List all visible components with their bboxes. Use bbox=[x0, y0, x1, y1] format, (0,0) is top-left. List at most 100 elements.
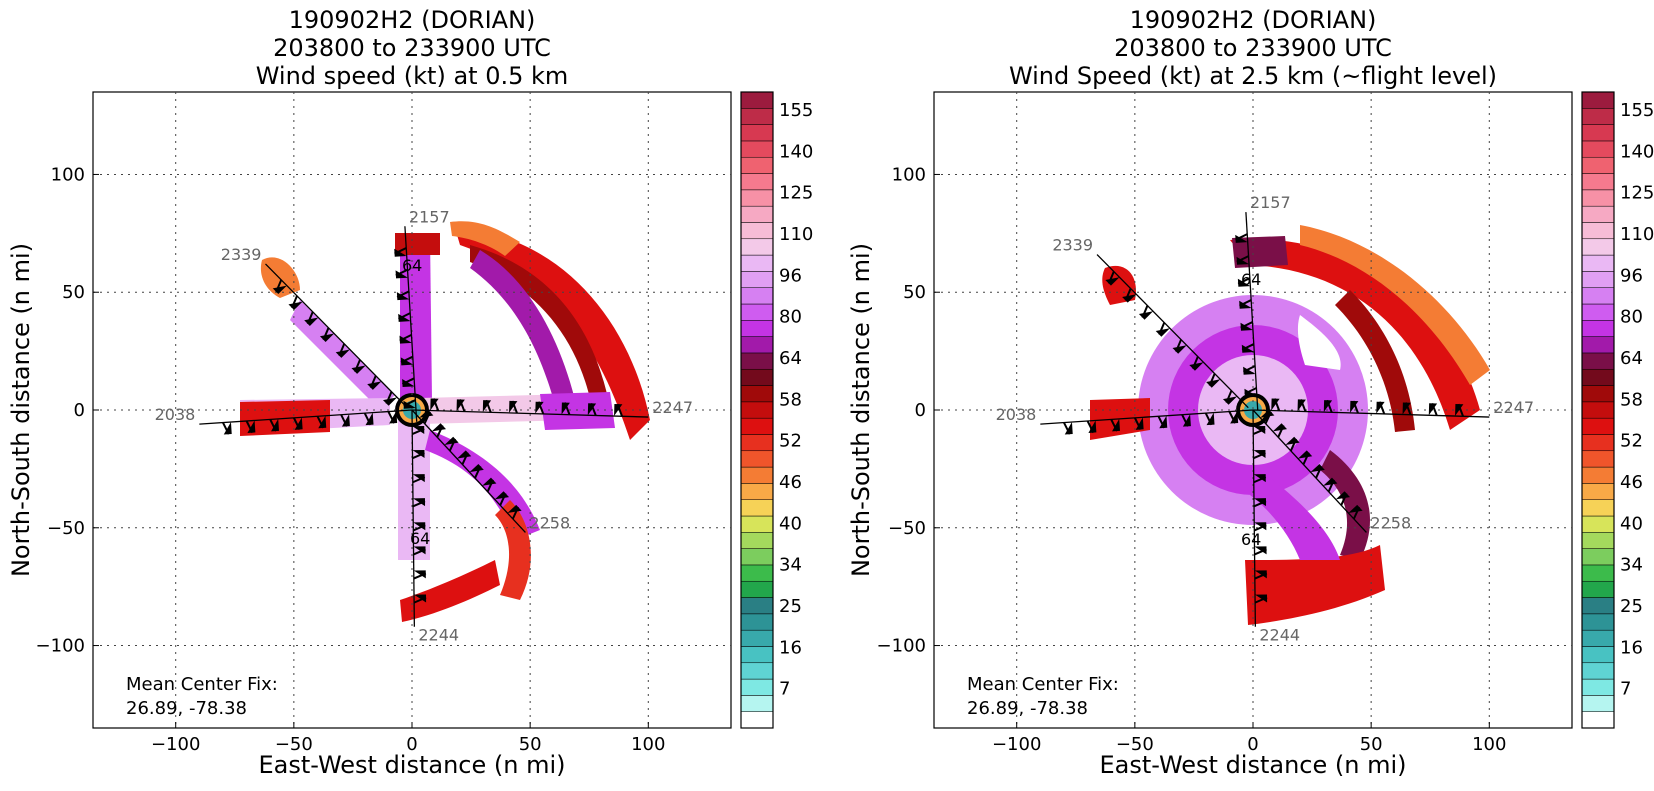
colorbar-tick-label: 46 bbox=[1620, 472, 1643, 493]
wind-barb-flag bbox=[223, 422, 232, 435]
wind-barb-flag bbox=[1323, 477, 1338, 486]
colorbar-tick-label: 96 bbox=[1620, 265, 1643, 286]
wind-barb-flag bbox=[319, 333, 335, 342]
wind-barb-flag bbox=[1244, 388, 1257, 397]
wind-band-south-red bbox=[1245, 545, 1385, 625]
colorbar-tick-label: 52 bbox=[779, 431, 802, 452]
colorbar-swatch bbox=[740, 303, 774, 321]
wind-barb-flag bbox=[288, 301, 303, 311]
wind-barb-flag bbox=[1253, 425, 1266, 434]
wind-barb-flag bbox=[1122, 294, 1137, 303]
colorbar-swatch bbox=[1581, 189, 1615, 207]
wind-barb-flag bbox=[1254, 546, 1267, 555]
wind-barb-flag bbox=[1172, 345, 1187, 354]
flight-leg-line bbox=[1252, 409, 1490, 418]
wind-barb-flag bbox=[1428, 403, 1438, 416]
colorbar-tick-label: 155 bbox=[1620, 100, 1654, 121]
colorbar-swatch bbox=[1581, 532, 1615, 549]
colorbar: 155 140 125 110 96 80 64 58 52 46 40 34 25 16 7 bbox=[1581, 91, 1654, 729]
wind-barb-flag bbox=[1105, 277, 1120, 286]
tick-labels: −100 −50 0 50 100 −100 −50 0 50 100 bbox=[36, 164, 666, 755]
colorbar-swatch bbox=[1581, 108, 1615, 125]
colorbar-swatch bbox=[740, 499, 774, 517]
colorbar-swatch bbox=[740, 401, 774, 419]
colorbar-swatch bbox=[1581, 336, 1615, 354]
wind-barb-flag bbox=[1348, 504, 1363, 514]
colorbar-swatch bbox=[1581, 140, 1615, 158]
wind-barb-flag bbox=[1159, 415, 1168, 429]
wind-band-se-red bbox=[495, 500, 531, 600]
colorbar-swatch bbox=[740, 629, 774, 647]
wind-barb-flag bbox=[1222, 396, 1238, 405]
wind-barb-flag bbox=[1254, 522, 1267, 531]
wind-barb-flag bbox=[1255, 594, 1268, 603]
colorbar-tick-label: 7 bbox=[779, 679, 790, 700]
y-tick-label: −100 bbox=[36, 636, 85, 657]
colorbar-tick-label: 80 bbox=[779, 307, 802, 328]
wind-barb-flag bbox=[614, 404, 623, 417]
x-axis-label: East-West distance (n mi) bbox=[1099, 751, 1406, 779]
wind-barb-flag bbox=[247, 420, 256, 433]
colorbar-swatch bbox=[1581, 613, 1615, 631]
flight-leg-time-label: 2244 bbox=[418, 626, 459, 645]
colorbar-frame bbox=[1581, 91, 1615, 729]
colorbar-swatch bbox=[1581, 434, 1615, 452]
flight-leg-time-label: 2339 bbox=[221, 245, 262, 264]
wind-band-east-clear bbox=[1297, 315, 1341, 370]
wind-barb-flag bbox=[400, 357, 414, 366]
wind-barb-flag bbox=[351, 365, 366, 374]
y-axis-label: North-South distance (n mi) bbox=[847, 243, 875, 577]
wind-barb-flag bbox=[341, 414, 350, 427]
colorbar-swatch bbox=[740, 205, 774, 223]
colorbar-swatch bbox=[1581, 711, 1615, 729]
colorbar-swatch bbox=[1581, 678, 1615, 696]
x-tick-label: 0 bbox=[1247, 734, 1258, 755]
wind-barb-flag bbox=[509, 400, 518, 413]
center-fix-label: Mean Center Fix: bbox=[126, 674, 278, 695]
x-tick-label: −100 bbox=[151, 734, 200, 755]
center-fix-value: 26.89, -78.38 bbox=[126, 698, 247, 719]
wind-barb-flag bbox=[1455, 404, 1464, 417]
wind-barb-flag bbox=[1272, 423, 1288, 432]
colorbar-swatch bbox=[740, 352, 774, 370]
colorbar-swatch bbox=[740, 711, 774, 729]
grid-lines bbox=[93, 92, 731, 728]
y-tick-label: −50 bbox=[888, 518, 926, 539]
colorbar-swatch bbox=[1581, 352, 1615, 370]
colorbar-swatch bbox=[740, 124, 774, 142]
wind-barb-flag bbox=[456, 450, 472, 459]
colorbar-swatch bbox=[1581, 564, 1615, 582]
wind-barb-flag bbox=[1112, 418, 1121, 432]
flight-leg-line bbox=[1252, 409, 1367, 533]
flight-leg-line bbox=[1252, 409, 1257, 627]
colorbar-swatch bbox=[1581, 368, 1615, 386]
y-tick-label: −100 bbox=[877, 636, 926, 657]
colorbar-swatch bbox=[740, 108, 774, 125]
flight-leg-line bbox=[411, 409, 416, 627]
colorbar-swatch bbox=[740, 368, 774, 386]
wind-barb-flag bbox=[1271, 398, 1280, 411]
colorbar-swatch bbox=[1581, 254, 1615, 272]
panel-2p5km: 190902H2 (DORIAN) 203800 to 233900 UTC W… bbox=[847, 6, 1654, 779]
wind-barb-flag bbox=[304, 317, 319, 326]
flight-leg-time-label: 2339 bbox=[1052, 236, 1093, 255]
wind-band-se-purple bbox=[1250, 470, 1340, 560]
flight-legs: 2157 2339 2038 2247 2258 2244 bbox=[996, 193, 1534, 645]
wind-barb-flag bbox=[402, 379, 415, 388]
wind-barb-flag bbox=[507, 504, 522, 514]
wind-barb-flag bbox=[482, 400, 492, 413]
wind-barb-flag bbox=[399, 335, 412, 344]
colorbar-tick-label: 34 bbox=[1620, 555, 1643, 576]
colorbar-swatch bbox=[740, 320, 774, 337]
colorbar-tick-label: 80 bbox=[1620, 307, 1643, 328]
panel-title-line2: 203800 to 233900 UTC bbox=[1114, 34, 1392, 62]
wind-barb-flag bbox=[394, 248, 407, 257]
colorbar-swatch bbox=[1581, 287, 1615, 305]
wind-barb-flag bbox=[335, 349, 350, 358]
wind-band-north-red bbox=[395, 233, 440, 255]
colorbar-tick-label: 25 bbox=[1620, 596, 1643, 617]
colorbar-swatch bbox=[1581, 401, 1615, 419]
colorbar-tick-label: 46 bbox=[779, 472, 802, 493]
wind-barb-flag bbox=[389, 411, 398, 424]
wind-barb-flag bbox=[1088, 420, 1097, 433]
